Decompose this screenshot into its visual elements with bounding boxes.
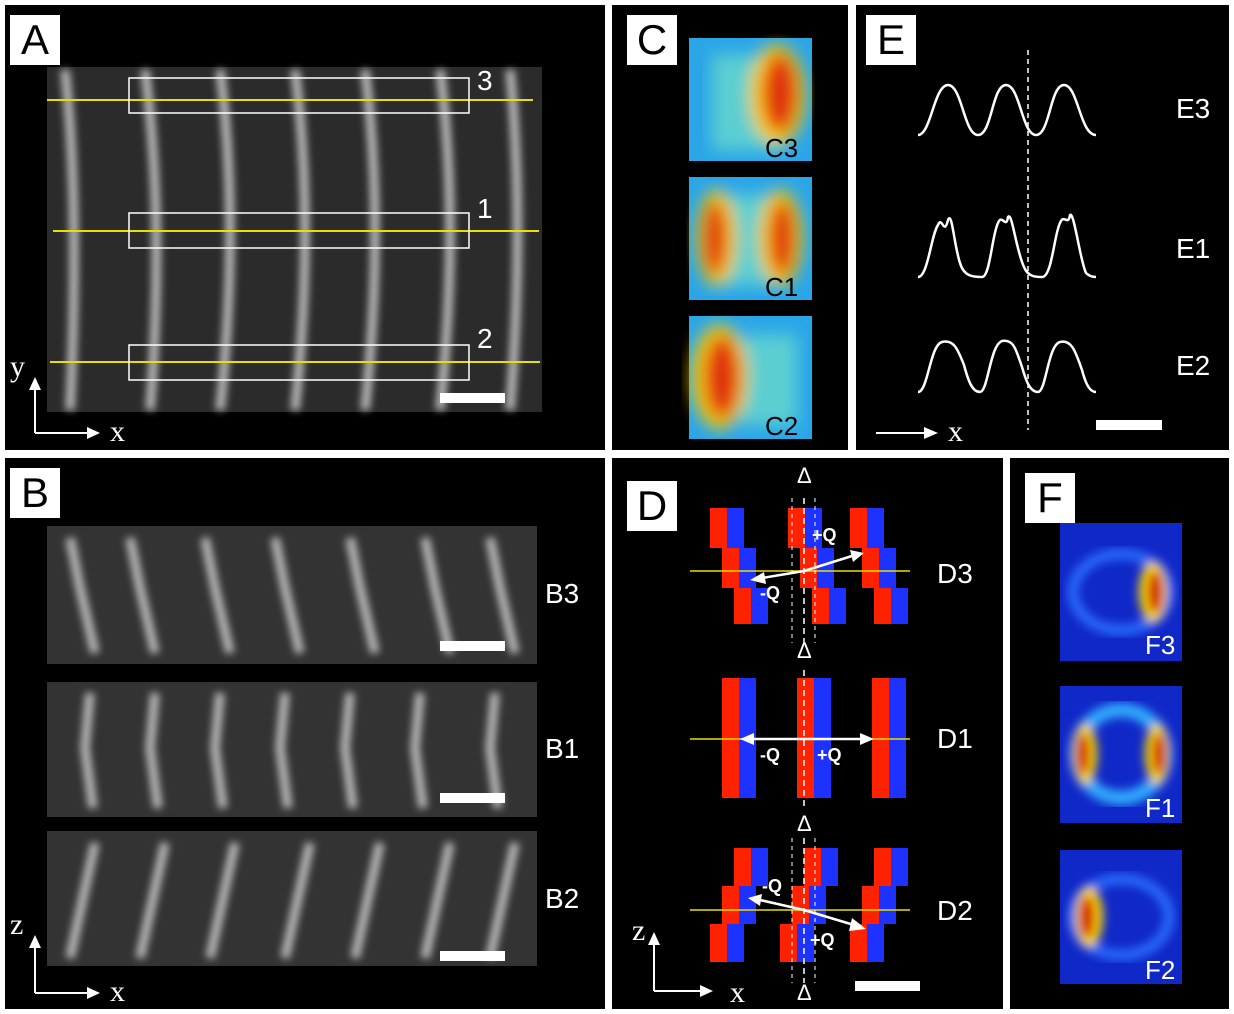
map-label-f3: F3 — [1145, 630, 1176, 660]
slab-diagram-d2 — [690, 838, 910, 983]
roi-box-1 — [128, 212, 470, 249]
panel-label-b: B — [10, 468, 60, 518]
delta-label-top-d3: Δ — [797, 463, 812, 488]
axis-label-y: y — [10, 350, 25, 383]
scale-bar-d — [855, 981, 920, 991]
panel-a: A 3 1 2 y x — [5, 5, 605, 450]
row-label-b1: B1 — [545, 733, 580, 764]
plus-q-label-d1: +Q — [817, 745, 842, 765]
panel-c-image — [689, 38, 812, 439]
arrow-right-icon — [924, 427, 938, 439]
map-label-c2: C2 — [765, 411, 799, 441]
roi-number-3: 3 — [477, 65, 493, 96]
heatmap-f2 — [1060, 850, 1182, 984]
plus-q-label-d2: +Q — [810, 930, 835, 950]
map-label-f2: F2 — [1145, 955, 1176, 985]
row-label-b2: B2 — [545, 883, 580, 914]
axis-label-z: z — [632, 914, 646, 947]
heatmap-c3 — [689, 38, 812, 161]
arrow-right-icon — [87, 427, 100, 439]
row-label-d3: D3 — [937, 558, 973, 589]
micrograph-b1 — [47, 682, 537, 817]
profile-curve-e2 — [917, 339, 1097, 394]
heatmap-f3 — [1060, 523, 1182, 661]
panel-d: D D3 D1 D2 Δ Δ Δ Δ +Q -Q -Q +Q -Q +Q z x — [612, 458, 1003, 1009]
roi-number-1: 1 — [477, 193, 493, 224]
axis-label-x: x — [110, 415, 125, 448]
scale-bar-e — [1096, 420, 1162, 430]
scale-bar-b2 — [440, 951, 505, 961]
panel-f-image — [1060, 523, 1182, 984]
slab-diagram-d3 — [690, 498, 910, 643]
scale-bar-a — [440, 393, 505, 403]
micrograph-a — [47, 67, 542, 412]
axis-label-x: x — [730, 976, 745, 1009]
panel-d-image — [648, 498, 910, 997]
heatmap-c2 — [689, 316, 812, 439]
panel-b-image — [29, 526, 537, 999]
plus-q-label-d3: +Q — [812, 525, 837, 545]
arrow-right-icon — [860, 733, 874, 745]
arrow-left-icon — [750, 572, 766, 584]
roi-box-2 — [128, 344, 470, 381]
delta-label-top-d2: Δ — [797, 811, 812, 836]
map-label-f1: F1 — [1145, 793, 1176, 823]
delta-label-bottom-d2: Δ — [797, 980, 812, 1005]
panel-label-d: D — [627, 481, 677, 531]
panel-e-image — [876, 50, 1097, 439]
scale-bar-b1 — [440, 793, 505, 803]
row-label-e2: E2 — [1176, 350, 1211, 381]
arrow-up-icon — [29, 935, 41, 948]
slab-diagram-d1 — [690, 670, 910, 806]
panel-a-image — [29, 67, 542, 439]
arrow-up-icon — [648, 932, 660, 945]
panel-c: C C3 C1 C2 — [612, 5, 848, 450]
arrow-left-icon — [748, 894, 762, 906]
heatmap-f1 — [1060, 686, 1182, 823]
profile-curve-e3 — [917, 83, 1097, 137]
panel-b: B B3 B1 B2 z x — [5, 458, 605, 1009]
roi-box-3 — [128, 77, 470, 114]
axis-label-x: x — [110, 975, 125, 1008]
minus-q-label-d1: -Q — [760, 745, 780, 765]
arrow-right-icon — [850, 550, 864, 562]
arrow-right-icon — [87, 987, 100, 999]
arrow-left-icon — [740, 733, 754, 745]
minus-q-label-d3: -Q — [760, 583, 780, 603]
delta-label-bottom-d3: Δ — [797, 638, 812, 663]
map-label-c1: C1 — [765, 272, 799, 302]
arrow-up-icon — [29, 377, 41, 390]
row-label-d1: D1 — [937, 723, 973, 754]
scale-bar-b3 — [440, 641, 505, 651]
profile-curve-e1 — [917, 213, 1097, 279]
panel-label-e: E — [866, 15, 916, 65]
row-label-d2: D2 — [937, 895, 973, 926]
arrow-right-icon — [849, 918, 866, 931]
row-label-e3: E3 — [1176, 93, 1211, 124]
axis-label-x: x — [948, 415, 963, 448]
micrograph-b2 — [47, 831, 537, 966]
roi-number-2: 2 — [477, 323, 493, 354]
panel-label-f: F — [1025, 473, 1075, 523]
minus-q-label-d2: -Q — [762, 876, 782, 896]
panel-f: F F3 F1 F2 — [1010, 458, 1229, 1009]
heatmap-c1 — [689, 177, 812, 300]
row-label-e1: E1 — [1176, 233, 1211, 264]
row-label-b3: B3 — [545, 578, 580, 609]
map-label-c3: C3 — [765, 133, 799, 163]
axis-label-z: z — [10, 908, 24, 941]
panel-label-a: A — [10, 15, 60, 65]
panel-e: E E3 E1 E2 x — [856, 5, 1229, 450]
arrow-right-icon — [700, 985, 713, 997]
panel-label-c: C — [627, 15, 677, 65]
